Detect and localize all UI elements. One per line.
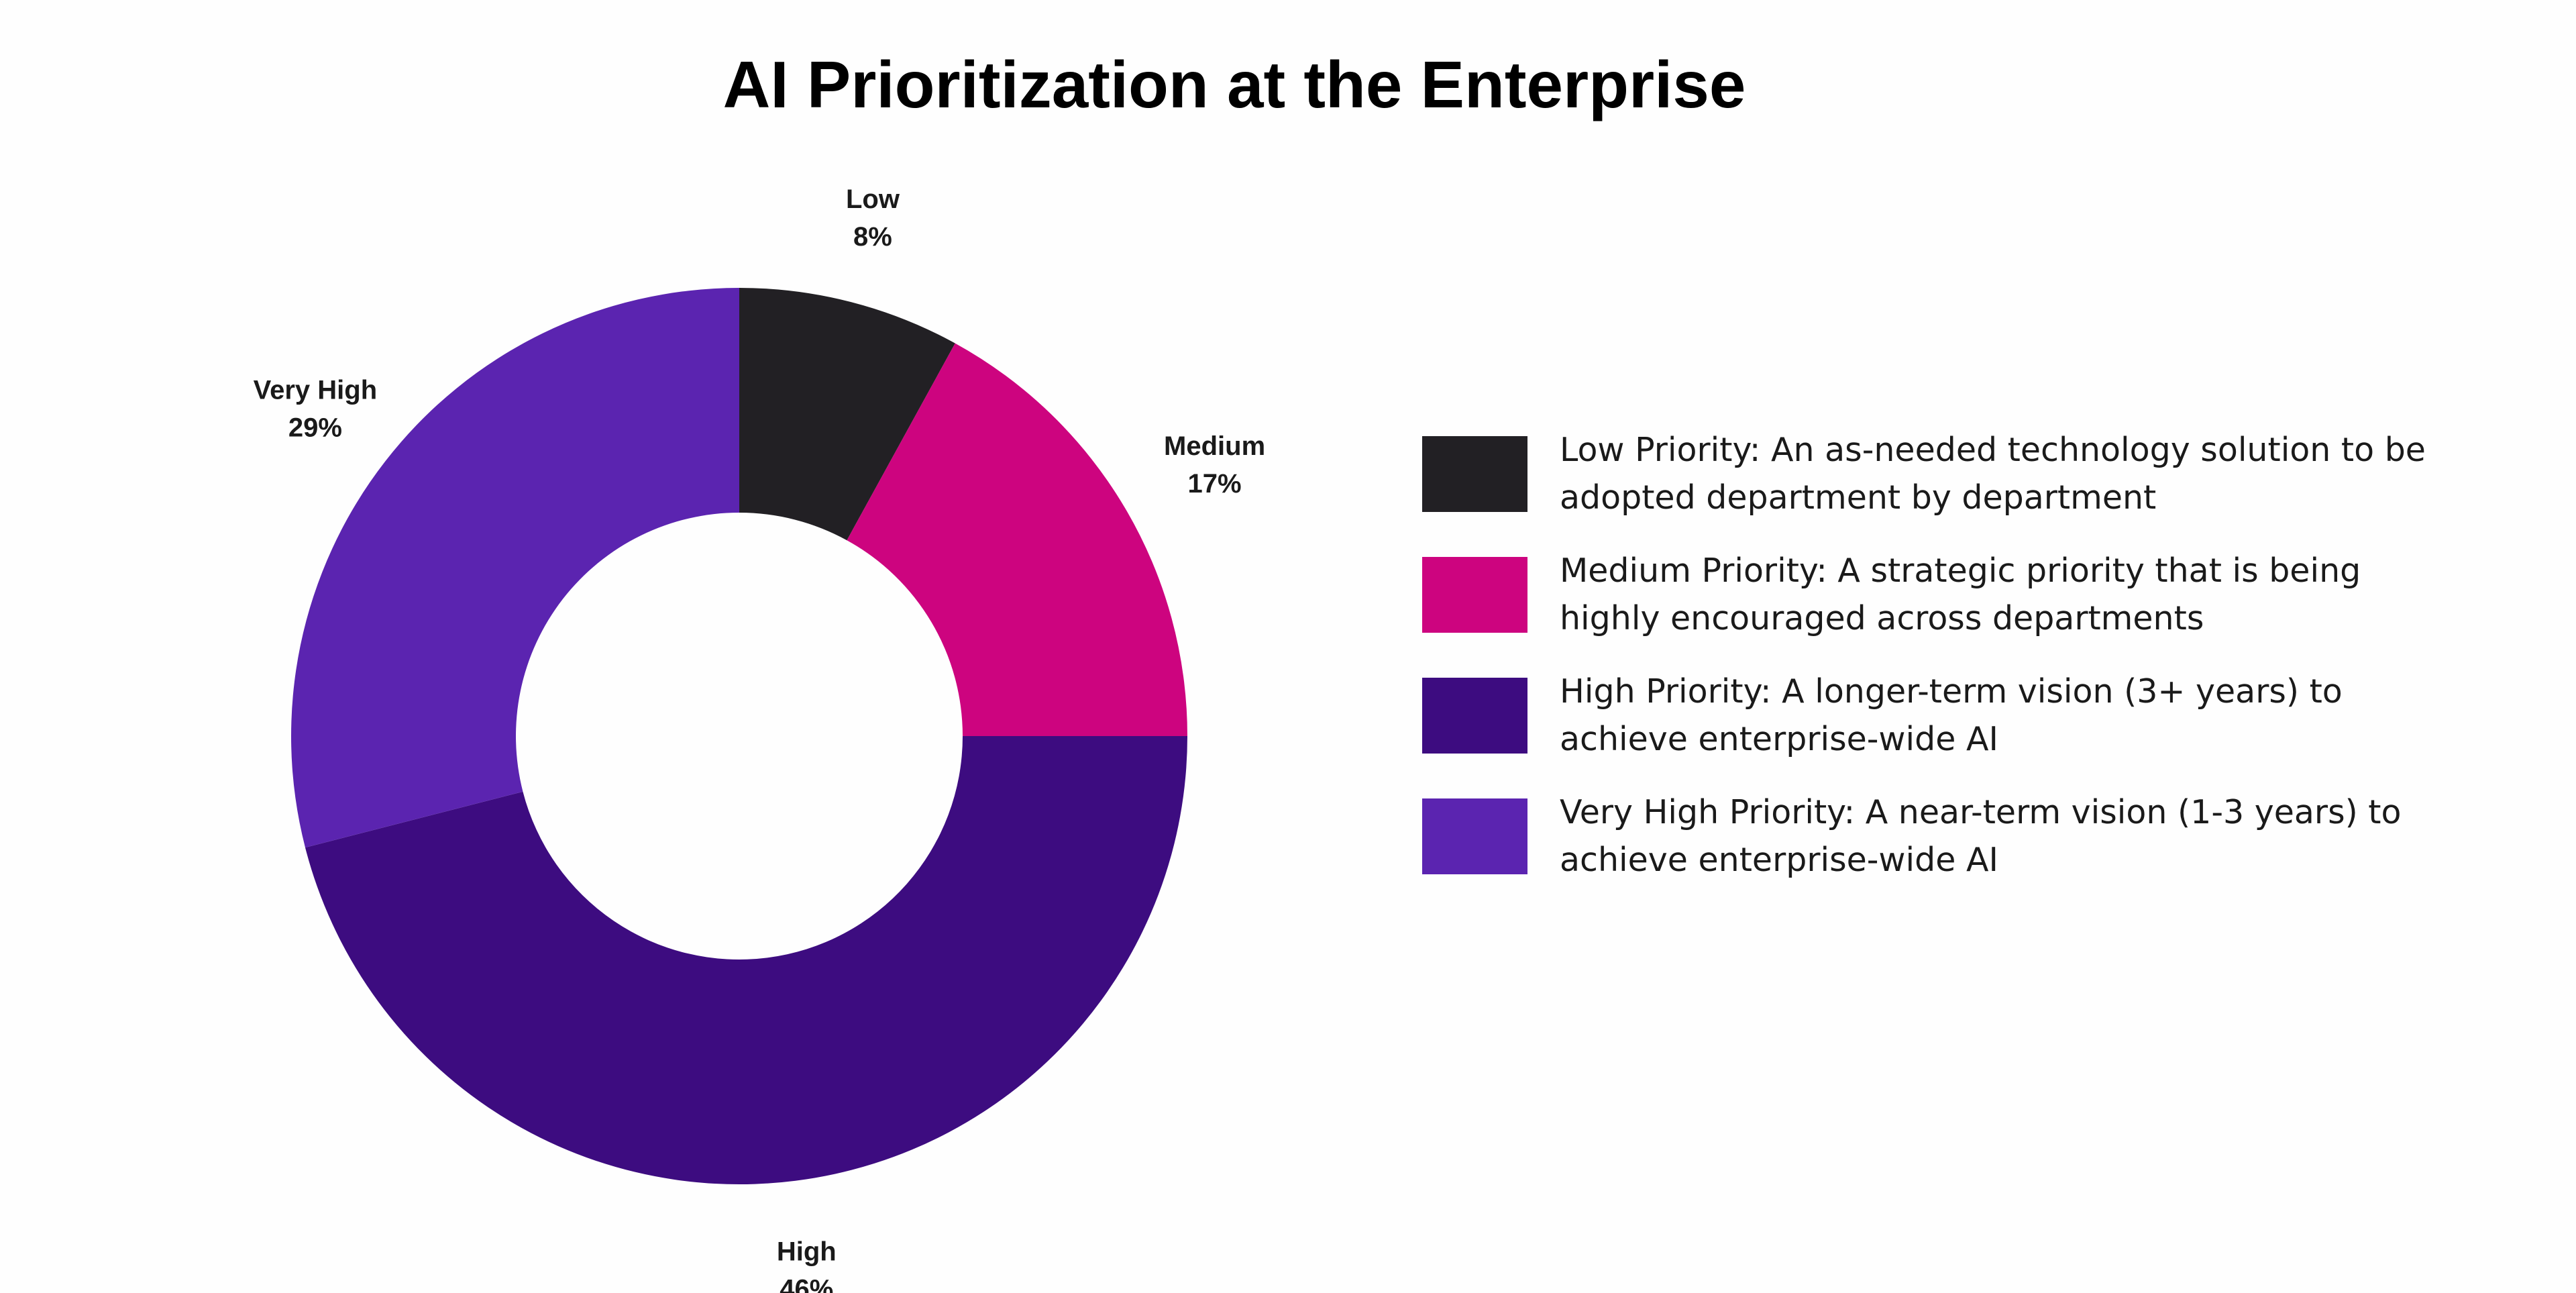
legend-swatch [1422,678,1527,754]
legend-swatch [1422,798,1527,874]
legend-label: Low Priority: An as-needed technology so… [1560,431,2426,469]
slice-label-value: 17% [1188,469,1242,499]
legend-swatch [1422,436,1527,512]
slice-label-name: Very High [254,376,378,405]
slice-label-name: High [777,1237,837,1267]
donut-slice-very-high [291,287,739,848]
slice-label-value: 29% [288,413,342,443]
legend-swatch [1422,557,1527,633]
legend-label: adopted department by department [1560,478,2156,517]
legend-label: highly encouraged across departments [1560,599,2204,637]
legend-label: achieve enterprise-wide AI [1560,841,1998,879]
slice-label-name: Medium [1164,431,1265,461]
slice-label-name: Low [846,185,900,214]
chart-title: AI Prioritization at the Enterprise [723,48,1746,121]
slice-label-value: 46% [780,1275,833,1293]
donut-slice-high [305,736,1187,1184]
legend-label: achieve enterprise-wide AI [1560,720,1998,758]
legend-label: Very High Priority: A near-term vision (… [1560,793,2401,831]
donut-slice-low [739,288,955,541]
slice-labels: Low 8% Medium 17% High 46% Very High 29% [254,185,1266,1293]
donut-slice-medium [847,343,1187,736]
donut-slices [291,287,1187,1184]
legend-label: High Priority: A longer-term vision (3+ … [1560,672,2343,711]
legend: Low Priority: An as-needed technology so… [1422,431,2426,879]
legend-label: Medium Priority: A strategic priority th… [1560,552,2361,590]
slice-label-value: 8% [853,222,892,252]
